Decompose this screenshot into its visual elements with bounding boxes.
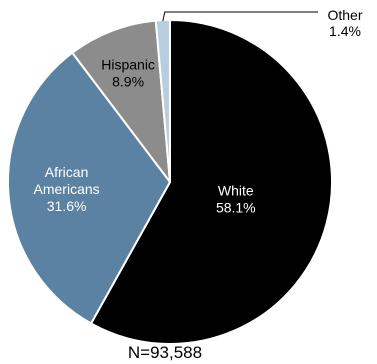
slice-value-african-americans: 31.6% [47,198,87,214]
slice-name-other: Other [327,7,362,23]
slice-label-african-americans: African Americans 31.6% [34,164,100,214]
pie-slices [7,19,333,345]
slice-label-other: Other 1.4% [327,7,362,39]
pie-labels: White 58.1% African Americans 31.6% Hispanic 8… [34,7,363,216]
slice-name-african-americans: Americans [34,181,100,197]
leader-line-other [162,11,318,22]
slice-value-white: 58.1% [216,200,256,216]
pie-slice-white [90,19,333,345]
slice-label-hispanic: Hispanic 8.9% [101,57,155,90]
pie-slice-african-americans [7,51,171,325]
sample-size-label: N=93,588 [128,343,202,362]
slice-name-hispanic: Hispanic [101,57,155,73]
pie-slice-hispanic [71,19,171,183]
slice-label-white: White 58.1% [216,183,256,216]
slice-name-african-americans: African [45,164,89,180]
slice-value-hispanic: 8.9% [112,74,144,90]
slice-name-white: White [218,183,254,199]
slice-value-other: 1.4% [329,23,361,39]
